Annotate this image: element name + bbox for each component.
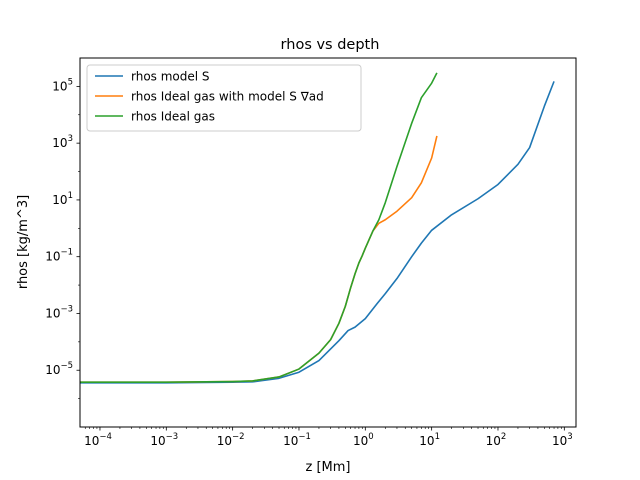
x-axis-label: z [Mm] [306,460,351,475]
legend-label-1: rhos model S [131,70,210,84]
x-tick-label: 10−3 [150,432,178,448]
y-tick-label: 101 [52,191,73,207]
y-axis-label: rhos [kg/m^3] [16,195,31,289]
chart-title: rhos vs depth [281,37,380,53]
y-tick-label: 10−1 [45,248,73,264]
legend-frame [86,64,362,132]
axis-ticks: 10−4 10−3 10−2 10−1 100 101 102 103 10−5 10−3 10−1… [45,77,572,448]
x-tick-label: 102 [486,432,507,448]
legend: rhos model S rhos Ideal gas with model S … [86,64,362,132]
legend-label-2: rhos Ideal gas with model S ∇ad [131,90,324,104]
y-tick-label: 10−3 [45,304,73,320]
x-tick-label: 10−2 [217,432,245,448]
y-tick-label: 10−5 [45,361,73,377]
series-line-3 [80,72,438,383]
x-tick-label: 10−1 [283,432,311,448]
x-tick-label: 101 [419,432,440,448]
series-line-1 [80,81,555,384]
x-tick-label: 103 [552,432,573,448]
x-tick-label: 100 [353,432,374,448]
legend-label-3: rhos Ideal gas [131,110,215,124]
y-tick-label: 105 [52,77,73,93]
plot-lines [80,72,555,384]
y-tick-label: 103 [52,134,73,150]
x-tick-label: 10−4 [84,432,112,448]
axes-frame [79,57,577,428]
